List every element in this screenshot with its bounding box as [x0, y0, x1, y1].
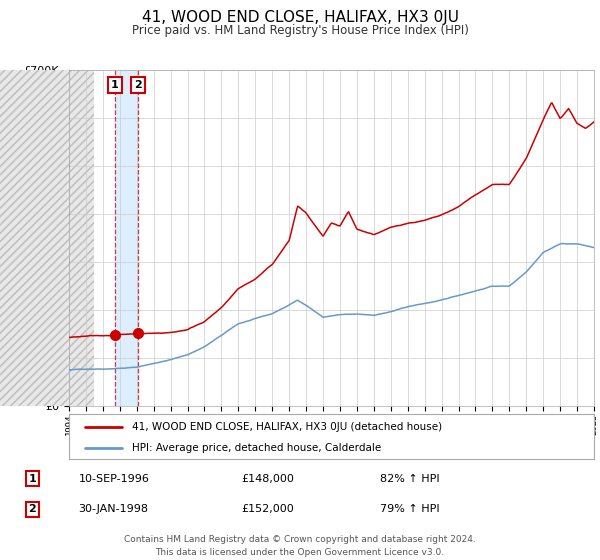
Text: This data is licensed under the Open Government Licence v3.0.: This data is licensed under the Open Gov… — [155, 548, 445, 557]
Text: £148,000: £148,000 — [241, 474, 294, 484]
Text: HPI: Average price, detached house, Calderdale: HPI: Average price, detached house, Cald… — [132, 443, 381, 453]
Text: 2: 2 — [28, 505, 36, 515]
Text: 41, WOOD END CLOSE, HALIFAX, HX3 0JU (detached house): 41, WOOD END CLOSE, HALIFAX, HX3 0JU (de… — [132, 422, 442, 432]
Bar — [69, 70, 94, 406]
Text: Contains HM Land Registry data © Crown copyright and database right 2024.: Contains HM Land Registry data © Crown c… — [124, 535, 476, 544]
Text: Price paid vs. HM Land Registry's House Price Index (HPI): Price paid vs. HM Land Registry's House … — [131, 24, 469, 37]
Text: £152,000: £152,000 — [241, 505, 293, 515]
Text: 30-JAN-1998: 30-JAN-1998 — [79, 505, 149, 515]
Text: 1: 1 — [111, 80, 119, 90]
Text: 41, WOOD END CLOSE, HALIFAX, HX3 0JU: 41, WOOD END CLOSE, HALIFAX, HX3 0JU — [142, 10, 458, 25]
Text: 10-SEP-1996: 10-SEP-1996 — [79, 474, 149, 484]
Text: 1: 1 — [28, 474, 36, 484]
Bar — [115, 70, 138, 406]
Text: 82% ↑ HPI: 82% ↑ HPI — [380, 474, 439, 484]
Text: 79% ↑ HPI: 79% ↑ HPI — [380, 505, 439, 515]
Text: 2: 2 — [134, 80, 142, 90]
